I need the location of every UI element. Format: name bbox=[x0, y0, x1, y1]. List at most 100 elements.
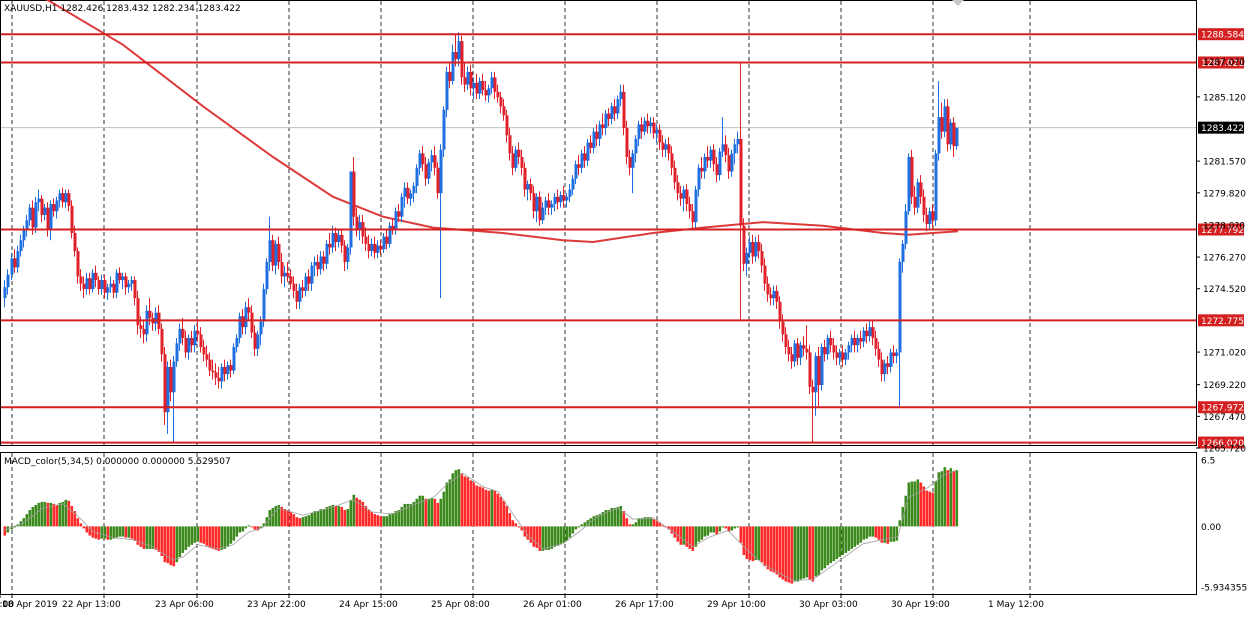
candle-bear bbox=[727, 155, 731, 172]
axes: 1285.120 1281.570 1279.820 1276.270 1274.520… bbox=[0, 58, 1247, 610]
candle-bull bbox=[403, 187, 407, 197]
macd-bar bbox=[796, 526, 800, 582]
candle-bull bbox=[145, 310, 149, 335]
macd-bar bbox=[787, 526, 791, 583]
macd-bar bbox=[79, 523, 83, 527]
macd-bar bbox=[625, 518, 629, 527]
macd-bar bbox=[64, 499, 68, 527]
macd-bar bbox=[400, 506, 404, 527]
macd-bar bbox=[628, 524, 632, 527]
candle-bull bbox=[799, 345, 803, 358]
macd-bar bbox=[913, 481, 917, 527]
candle-bull bbox=[826, 337, 830, 355]
candle-bull bbox=[631, 153, 635, 168]
macd-bar bbox=[340, 506, 344, 527]
macd-bar bbox=[436, 502, 440, 527]
macd-bar bbox=[127, 526, 131, 538]
macd-bar bbox=[136, 526, 140, 545]
candle-bear bbox=[892, 352, 896, 357]
macd-bar bbox=[409, 503, 413, 527]
candle-bull bbox=[445, 71, 449, 110]
macd-bar bbox=[115, 526, 119, 538]
x-tick-label: 2 May 21:00 bbox=[0, 600, 14, 610]
macd-bar bbox=[619, 505, 623, 527]
candle-bear bbox=[364, 236, 368, 244]
candle-bull bbox=[319, 256, 323, 270]
candle-bull bbox=[472, 82, 476, 89]
candle-bull bbox=[718, 151, 722, 176]
macd-bar bbox=[667, 526, 671, 530]
y-tick-label: 1274.520 bbox=[1203, 285, 1246, 295]
candle-bear bbox=[223, 366, 227, 375]
macd-bar bbox=[934, 481, 938, 527]
macd-bar bbox=[226, 526, 230, 547]
candle-bear bbox=[343, 245, 347, 262]
macd-bar bbox=[223, 526, 227, 549]
candle-bull bbox=[427, 162, 431, 179]
candle-bull bbox=[172, 361, 176, 393]
macd-bar bbox=[850, 526, 854, 549]
macd-bar bbox=[205, 526, 209, 546]
candle-bear bbox=[421, 153, 425, 165]
candle-bear bbox=[775, 290, 779, 302]
candle-bull bbox=[238, 316, 242, 338]
macd-bar bbox=[256, 526, 260, 531]
x-tick-label: 23 Apr 22:00 bbox=[247, 600, 306, 610]
macd-bar bbox=[760, 526, 764, 563]
candle-bear bbox=[97, 280, 101, 290]
candle-bull bbox=[85, 278, 89, 290]
level-price-tag bbox=[1198, 28, 1244, 41]
candle-bear bbox=[379, 245, 383, 250]
level-price-tag bbox=[1198, 56, 1244, 69]
macd-bar bbox=[481, 487, 485, 527]
macd-bar bbox=[403, 503, 407, 527]
candle-bear bbox=[112, 283, 116, 293]
macd-bar bbox=[880, 526, 884, 543]
macd-bar bbox=[139, 526, 143, 547]
x-tick-label: 30 Apr 03:00 bbox=[799, 600, 858, 610]
macd-bar bbox=[568, 526, 572, 538]
candle-bear bbox=[31, 207, 35, 228]
macd-bar bbox=[799, 526, 803, 580]
candle-bull bbox=[553, 196, 557, 205]
candle-bear bbox=[163, 354, 167, 413]
x-tick-label: 30 Apr 19:00 bbox=[891, 600, 950, 610]
candle-bear bbox=[661, 142, 665, 150]
candle-bear bbox=[607, 113, 611, 119]
candle-bear bbox=[706, 156, 710, 161]
candle-bear bbox=[577, 164, 581, 168]
level-price-label: 1272.775 bbox=[1201, 317, 1244, 327]
chart-shift-marker-icon[interactable] bbox=[952, 0, 964, 6]
candle-bull bbox=[19, 240, 23, 252]
candle-bear bbox=[184, 337, 188, 353]
macd-bar bbox=[673, 526, 677, 538]
candle-bull bbox=[178, 328, 182, 344]
candle-bull bbox=[586, 142, 590, 161]
macd-bar bbox=[775, 526, 779, 575]
candle-bull bbox=[220, 366, 224, 382]
candle-bull bbox=[616, 99, 620, 114]
candle-bear bbox=[925, 214, 929, 224]
macd-bar bbox=[535, 526, 539, 548]
candle-bear bbox=[667, 144, 671, 154]
macd-bar bbox=[454, 470, 458, 527]
candle-bull bbox=[298, 287, 302, 302]
candle-bull bbox=[265, 261, 269, 290]
candle-bear bbox=[778, 301, 782, 322]
candle-bear bbox=[169, 366, 173, 393]
macd-bar bbox=[727, 526, 731, 532]
candle-bull bbox=[388, 225, 392, 244]
level-price-tag bbox=[1198, 401, 1244, 414]
macd-bar bbox=[181, 526, 185, 553]
macd-bar bbox=[118, 526, 122, 537]
candle-bear bbox=[796, 343, 800, 358]
candle-bear bbox=[670, 153, 674, 168]
x-tick-label: 18 Apr 2019 bbox=[2, 600, 58, 610]
macd-bar bbox=[652, 519, 656, 527]
candle-bull bbox=[58, 193, 62, 201]
macd-bar bbox=[925, 490, 929, 527]
candle-bear bbox=[859, 337, 863, 342]
macd-bar bbox=[811, 526, 815, 582]
